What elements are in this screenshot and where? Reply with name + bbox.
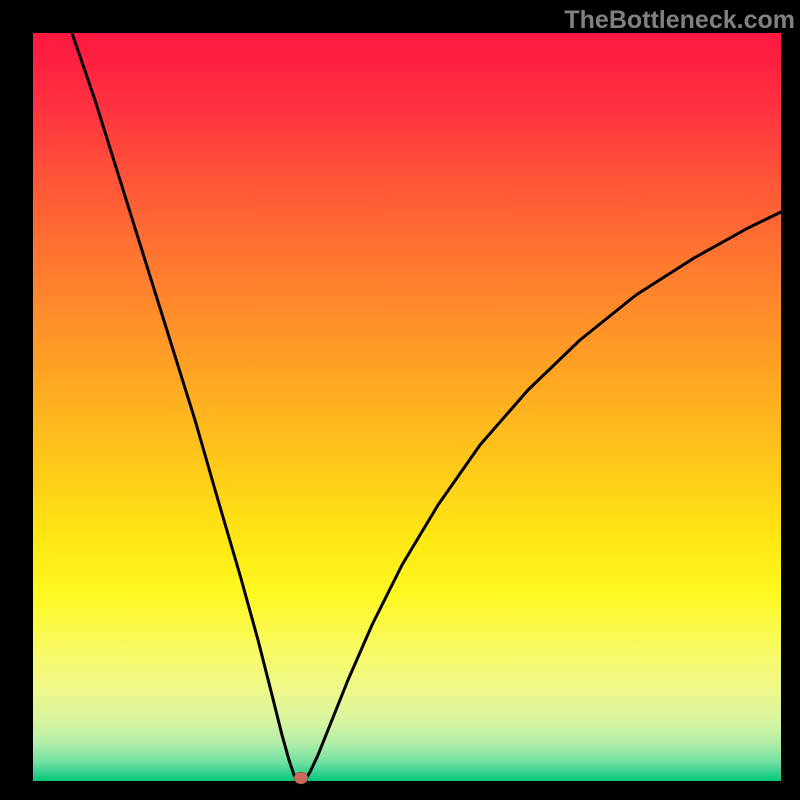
minimum-marker [294, 772, 308, 784]
watermark-text: TheBottleneck.com [564, 6, 795, 35]
bottleneck-curve [72, 33, 781, 780]
curve-overlay [0, 0, 800, 800]
chart-container: TheBottleneck.com [0, 0, 800, 800]
